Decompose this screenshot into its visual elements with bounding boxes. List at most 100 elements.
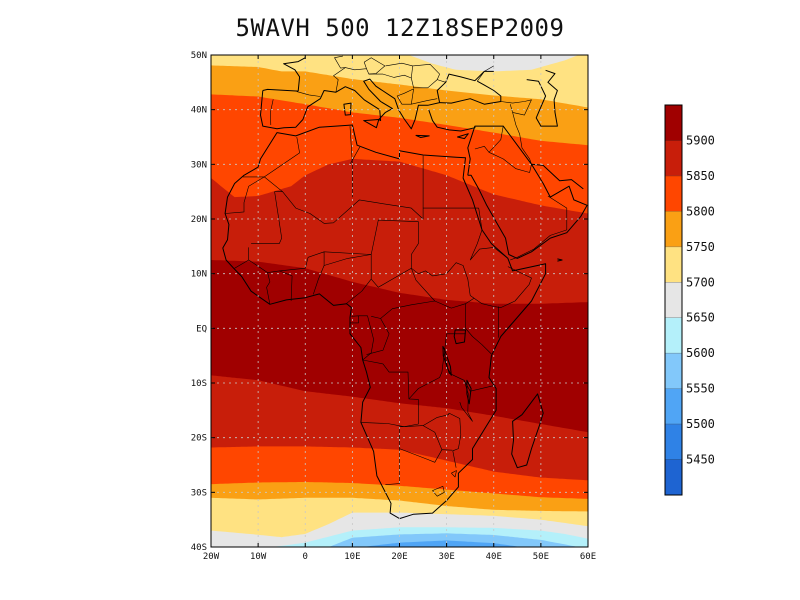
iran-coastline <box>531 163 584 190</box>
colorbar-swatch <box>665 353 682 389</box>
country-border <box>371 300 435 319</box>
sardinia-coastline <box>343 102 352 116</box>
colorbar-label: 5550 <box>686 382 715 396</box>
country-border <box>366 318 390 355</box>
lon-tick-label: 0 <box>303 552 308 562</box>
colorbar-swatch <box>665 317 682 354</box>
lat-tick-label: 10S <box>191 379 207 389</box>
country-border <box>296 91 321 97</box>
lat-tick-label: 20S <box>191 434 207 444</box>
country-border <box>362 359 410 399</box>
lon-tick-label: 20W <box>203 552 220 562</box>
lon-tick-label: 50E <box>533 552 549 562</box>
country-border <box>459 380 473 422</box>
colorbar-label: 5600 <box>686 346 715 360</box>
country-border <box>444 333 496 392</box>
band-fill <box>408 55 579 72</box>
country-border <box>399 448 453 463</box>
lat-tick-label: 20N <box>191 215 207 225</box>
country-border <box>264 176 479 224</box>
colorbar-label: 5900 <box>686 133 715 147</box>
band-fill <box>352 566 588 574</box>
country-borders <box>225 55 568 497</box>
cyprus-coastline <box>457 133 469 140</box>
lon-tick-label: 30E <box>438 552 454 562</box>
africa-coastline <box>222 124 547 520</box>
madagascar-coastline <box>511 393 544 469</box>
band-fill <box>361 540 522 547</box>
country-border <box>363 57 386 69</box>
country-border <box>349 146 361 165</box>
lat-tick-label: 30N <box>191 160 207 170</box>
lat-tick-label: 10N <box>191 270 207 280</box>
colorbar-swatch <box>665 246 682 283</box>
longitude-axis: 20W 10W 0 10E 20E 30E 40E 50E 60E <box>203 55 596 562</box>
lon-tick-label: 10E <box>344 552 360 562</box>
lake-victoria <box>453 329 466 345</box>
biscay-coastline <box>262 88 299 92</box>
colorbar-label: 5500 <box>686 417 715 431</box>
country-border <box>512 112 532 165</box>
colorbar-label: 5750 <box>686 240 715 254</box>
colorbar-swatch <box>665 105 682 141</box>
country-border <box>412 64 440 80</box>
country-border <box>350 315 359 324</box>
lon-tick-label: 40E <box>486 552 502 562</box>
colorbar-swatch <box>665 424 682 460</box>
band-fill <box>352 549 588 575</box>
anatolia-coastline <box>428 109 476 132</box>
country-border <box>385 62 413 79</box>
crete-coastline <box>415 134 430 138</box>
lon-tick-label: 10W <box>250 552 267 562</box>
colorbar-label: 5700 <box>686 275 715 289</box>
country-border <box>477 65 494 82</box>
country-border <box>396 88 438 105</box>
country-border <box>333 65 386 93</box>
country-border <box>267 270 293 302</box>
country-border <box>488 126 504 153</box>
country-border <box>465 303 492 355</box>
graticule <box>211 55 588 547</box>
country-border <box>470 266 532 308</box>
lat-tick-label: 50N <box>191 51 207 61</box>
europe-coastline <box>260 70 494 130</box>
country-border <box>422 425 443 450</box>
latitude-axis: 50N 40N 30N 20N 10N EQ 10S 20S 30S 40S <box>191 51 588 553</box>
country-border <box>448 412 462 468</box>
colorbar-swatch <box>665 282 682 318</box>
lon-tick-label: 60E <box>580 552 596 562</box>
map-title: 5WAVH 500 12Z18SEP2009 <box>235 14 565 42</box>
colorbar-swatch <box>665 459 682 495</box>
lat-tick-label: 40S <box>191 543 207 553</box>
country-border <box>270 99 274 126</box>
colorbar-label: 5850 <box>686 169 715 183</box>
lat-tick-label: 30S <box>191 488 207 498</box>
colorbar-swatch <box>665 175 682 212</box>
country-border <box>358 315 374 361</box>
map-plot-area <box>211 55 588 575</box>
colorbar-label: 5800 <box>686 204 715 218</box>
sicily-coastline <box>363 119 380 129</box>
lat-tick-label: 40N <box>191 106 207 116</box>
france-coastline <box>283 57 306 92</box>
country-border <box>324 254 372 304</box>
country-border <box>451 470 457 478</box>
colorbar-swatch <box>665 211 682 247</box>
lat-tick-label: EQ <box>196 324 207 334</box>
country-border <box>334 55 346 69</box>
colorbar-label: 5650 <box>686 311 715 325</box>
country-border <box>225 176 265 214</box>
lon-tick-label: 20E <box>391 552 407 562</box>
socotra-coastline <box>557 258 563 262</box>
country-border <box>432 486 445 497</box>
country-border <box>248 259 271 305</box>
country-border <box>370 267 475 309</box>
colorbar-swatch <box>665 140 682 176</box>
colorbar-label: 5450 <box>686 453 715 467</box>
country-border <box>510 195 568 261</box>
country-border <box>251 191 283 244</box>
country-border <box>474 146 532 173</box>
coastlines <box>222 57 588 520</box>
caspian-coastline <box>526 69 558 127</box>
